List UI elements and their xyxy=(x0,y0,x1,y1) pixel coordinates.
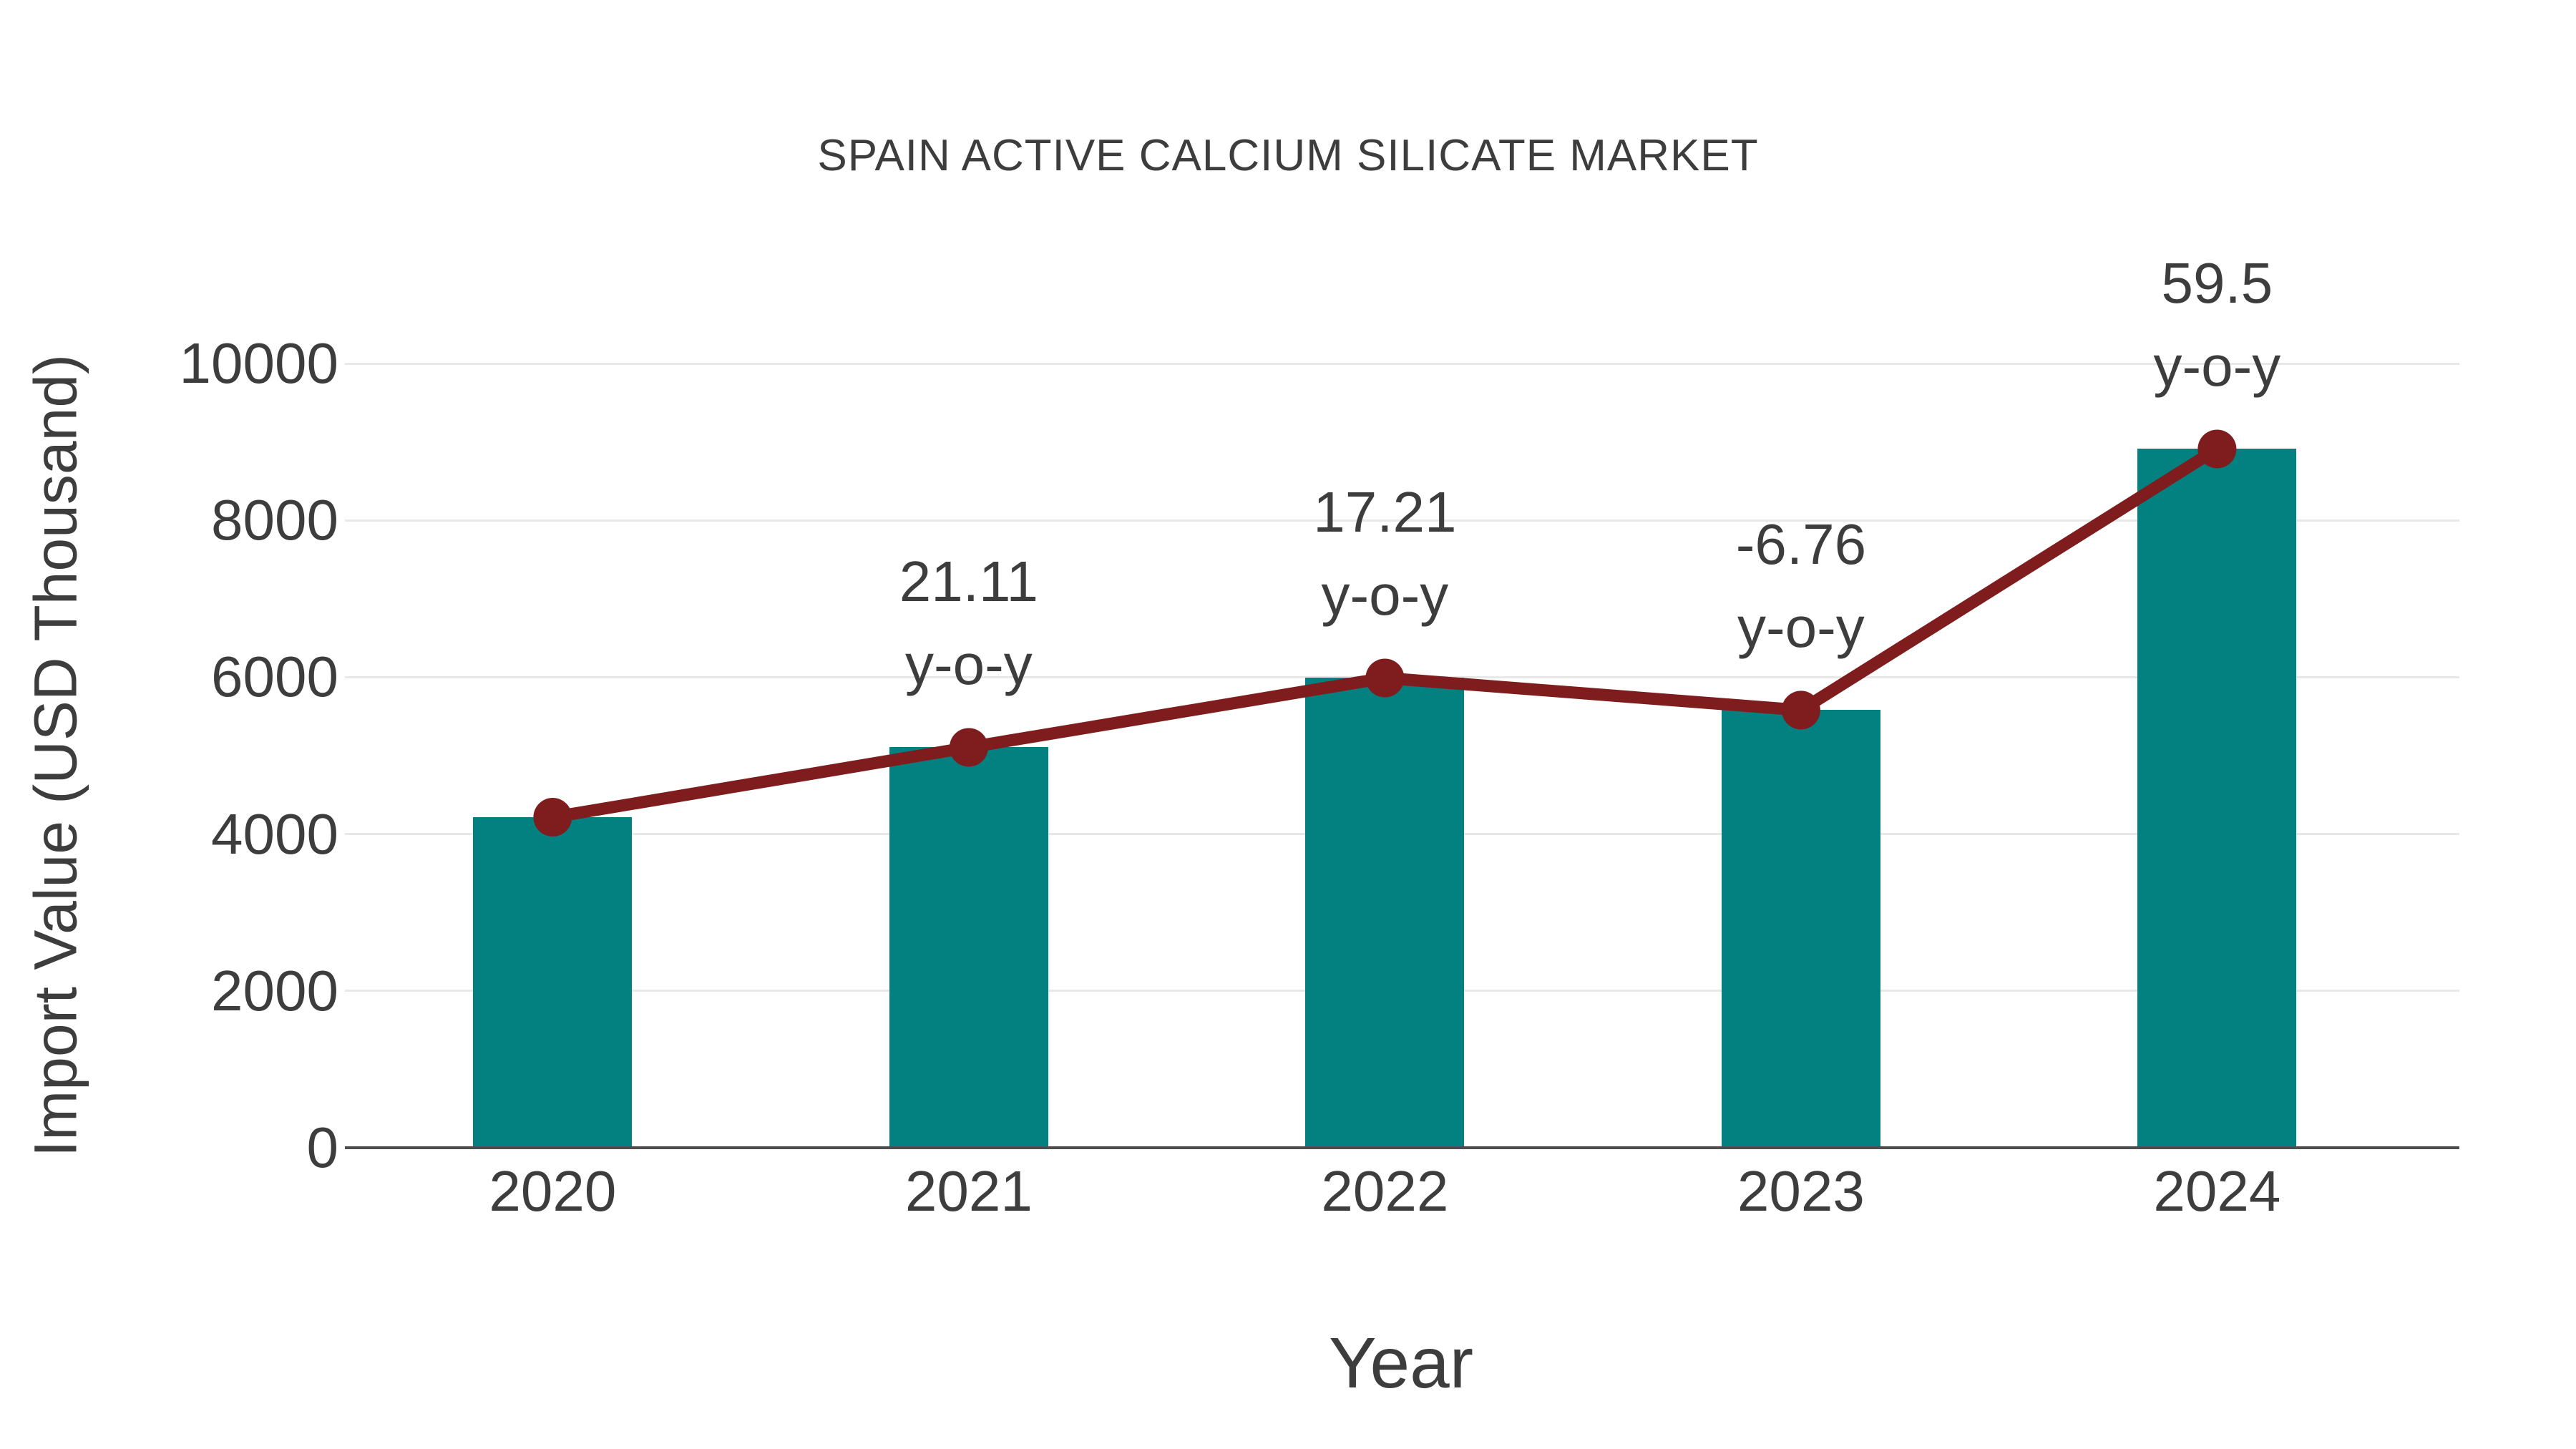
x-axis-line xyxy=(345,1146,2459,1149)
y-tick-label: 0 xyxy=(306,1116,339,1179)
x-axis-title: Year xyxy=(1328,1323,1474,1403)
x-tick-label: 2023 xyxy=(1737,1159,1865,1223)
x-tick-label: 2020 xyxy=(489,1159,617,1223)
data-point-marker xyxy=(949,728,988,767)
data-point-marker xyxy=(1781,691,1820,730)
data-point-marker xyxy=(2197,429,2237,469)
yoy-annotation: 59.5 y-o-y xyxy=(2153,251,2281,399)
y-tick-label: 10000 xyxy=(179,331,338,395)
y-tick-label: 2000 xyxy=(211,958,338,1023)
data-point-marker xyxy=(533,798,572,837)
x-tick-label: 2022 xyxy=(1321,1159,1449,1223)
grid-line xyxy=(345,362,2459,365)
bar xyxy=(1721,710,1880,1148)
y-tick-label: 4000 xyxy=(211,801,338,866)
x-tick-label: 2021 xyxy=(904,1159,1033,1223)
bar xyxy=(1305,678,1465,1148)
yoy-annotation: 17.21 y-o-y xyxy=(1313,480,1457,628)
bar xyxy=(473,817,633,1148)
y-tick-label: 6000 xyxy=(211,645,338,709)
chart-title: SPAIN ACTIVE CALCIUM SILICATE MARKET xyxy=(817,131,1759,180)
x-tick-label: 2024 xyxy=(2153,1159,2281,1223)
bar xyxy=(2137,449,2297,1148)
yoy-annotation: -6.76 y-o-y xyxy=(1735,512,1867,660)
y-tick-label: 8000 xyxy=(211,488,338,552)
yoy-annotation: 21.11 y-o-y xyxy=(899,550,1039,697)
grid-line xyxy=(345,519,2459,522)
data-point-marker xyxy=(1365,658,1405,698)
bar xyxy=(889,747,1048,1148)
